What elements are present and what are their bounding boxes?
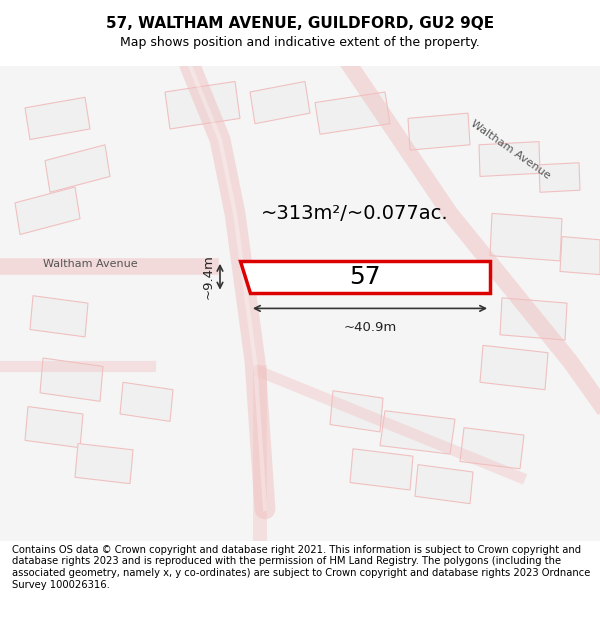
Polygon shape [490, 213, 562, 261]
Polygon shape [30, 296, 88, 337]
Polygon shape [25, 98, 90, 139]
Polygon shape [560, 237, 600, 274]
Text: Map shows position and indicative extent of the property.: Map shows position and indicative extent… [120, 36, 480, 49]
Polygon shape [25, 407, 83, 447]
Polygon shape [315, 92, 390, 134]
Polygon shape [460, 428, 524, 469]
Polygon shape [75, 444, 133, 484]
Polygon shape [408, 113, 470, 150]
Text: ~313m²/~0.077ac.: ~313m²/~0.077ac. [261, 204, 449, 223]
Polygon shape [480, 346, 548, 389]
Polygon shape [120, 382, 173, 421]
Text: ~9.4m: ~9.4m [202, 254, 215, 299]
Text: ~40.9m: ~40.9m [343, 321, 397, 334]
Polygon shape [350, 449, 413, 490]
Polygon shape [380, 411, 455, 454]
Text: Waltham Avenue: Waltham Avenue [43, 259, 137, 269]
Polygon shape [539, 162, 580, 192]
Polygon shape [15, 187, 80, 234]
Text: 57, WALTHAM AVENUE, GUILDFORD, GU2 9QE: 57, WALTHAM AVENUE, GUILDFORD, GU2 9QE [106, 16, 494, 31]
Text: Contains OS data © Crown copyright and database right 2021. This information is : Contains OS data © Crown copyright and d… [12, 545, 590, 589]
Polygon shape [240, 261, 490, 292]
Text: 57: 57 [349, 265, 381, 289]
Polygon shape [45, 145, 110, 192]
Polygon shape [500, 298, 567, 340]
Polygon shape [330, 391, 383, 432]
Polygon shape [165, 81, 240, 129]
Polygon shape [40, 358, 103, 401]
Text: Waltham Avenue: Waltham Avenue [469, 119, 551, 181]
Polygon shape [415, 464, 473, 504]
Polygon shape [479, 142, 540, 176]
Polygon shape [250, 81, 310, 124]
